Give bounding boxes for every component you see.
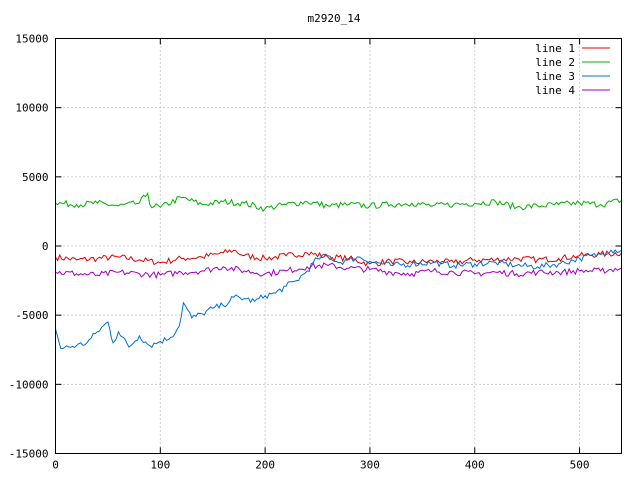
legend-label: line 3 [535, 70, 575, 83]
y-tick-label: 5000 [22, 171, 49, 184]
series-line-2 [55, 192, 622, 212]
legend-label: line 4 [535, 84, 575, 97]
y-tick-label: -5000 [15, 309, 48, 322]
grid [55, 38, 622, 454]
x-tick-label: 500 [570, 459, 590, 472]
x-tick-label: 0 [52, 459, 59, 472]
y-tick-label: 0 [42, 240, 49, 253]
y-tick-label: -10000 [9, 378, 49, 391]
series-line-3 [55, 249, 622, 350]
axis-ticks: 0 100 200 300 400 500 15000 10000 5000 0 -5000 -100… [9, 33, 622, 472]
x-tick-label: 400 [465, 459, 485, 472]
chart-title: m2920_14 [308, 12, 361, 25]
series-line-1 [55, 248, 622, 267]
plot-frame [55, 38, 622, 454]
x-tick-label: 200 [255, 459, 275, 472]
x-tick-label: 100 [150, 459, 170, 472]
legend-label: line 1 [535, 42, 575, 55]
y-tick-label: 10000 [15, 102, 48, 115]
legend-label: line 2 [535, 56, 575, 69]
y-tick-label: -15000 [9, 448, 49, 461]
series-line-4 [55, 262, 622, 280]
y-tick-label: 15000 [15, 33, 48, 46]
series-group [55, 192, 622, 350]
x-tick-label: 300 [360, 459, 380, 472]
